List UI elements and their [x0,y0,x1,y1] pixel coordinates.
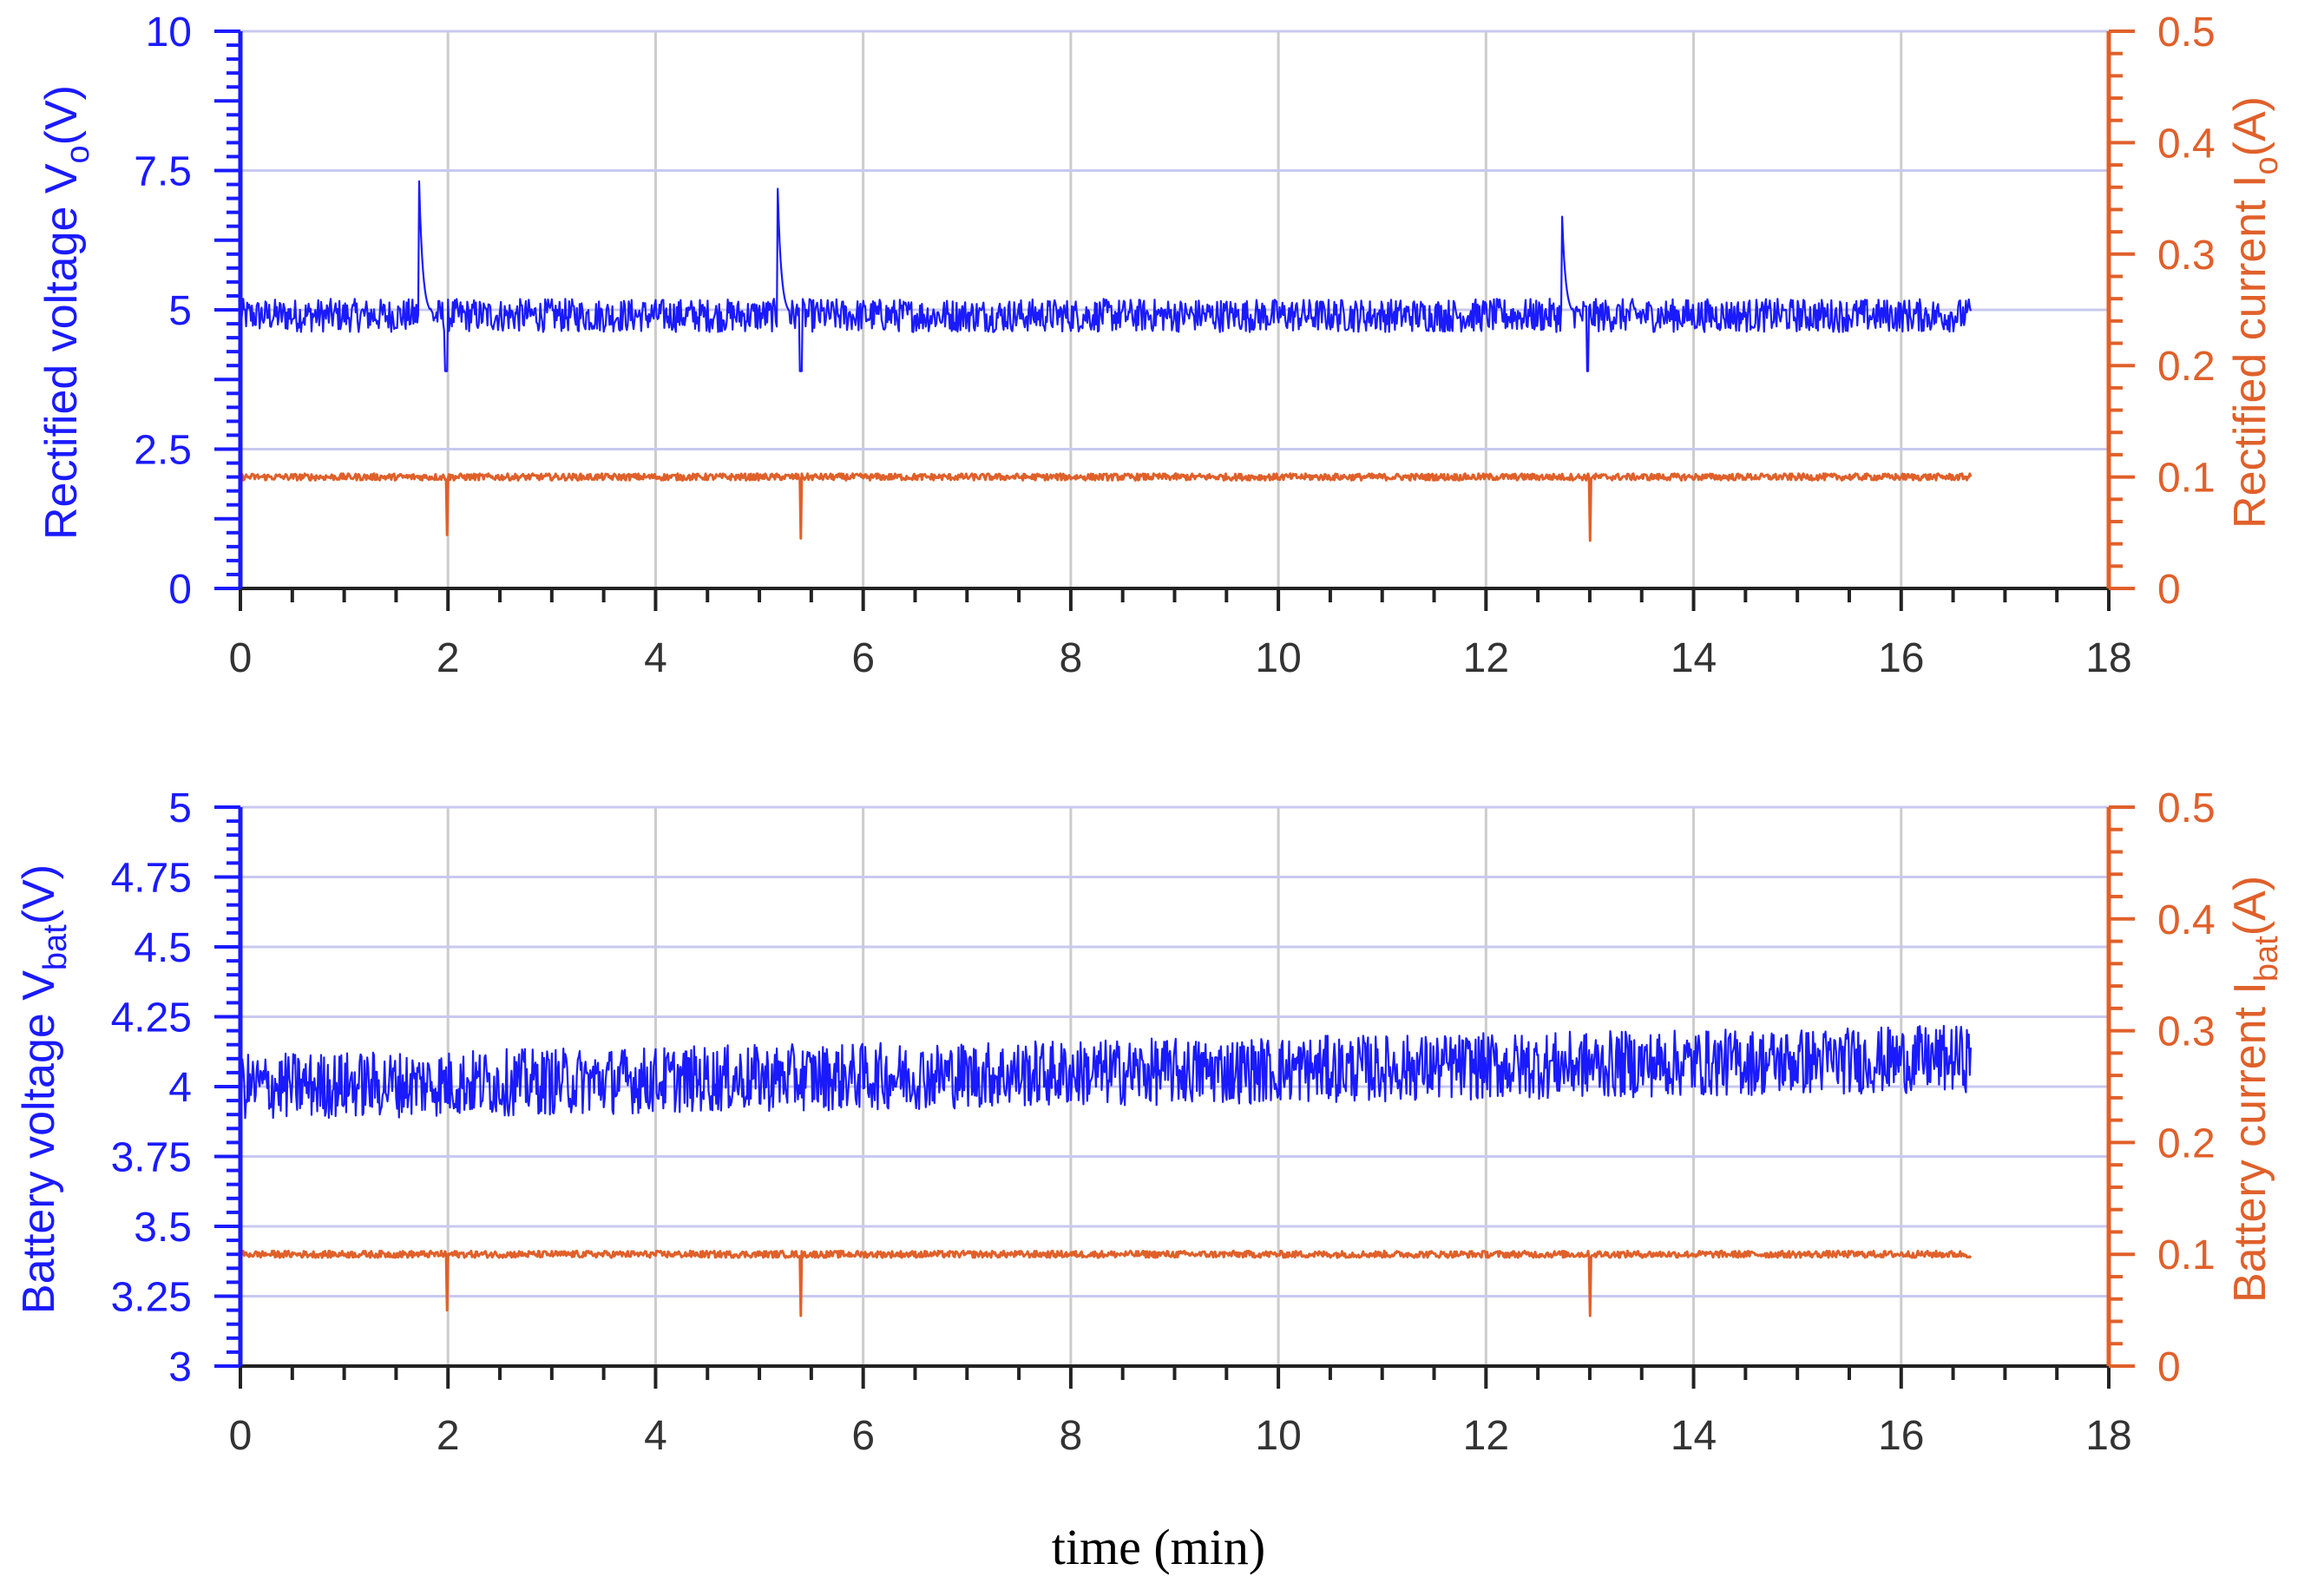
x-tick-label: 12 [1463,635,1509,681]
bottom-panel-y2-tick-labels: 0 0.1 0.2 0.3 0.4 0.5 [2157,785,2216,1390]
x-tick-label: 2 [437,1413,460,1459]
bottom-panel-y2-axis-label: Battery current Ibat(A) [2225,876,2285,1303]
bottom-panel-x-tick-labels: 0 2 4 6 8 10 12 14 16 18 [229,1413,2132,1459]
top-panel-y-label-unit: (V) [36,85,87,145]
bottom-panel-series [239,1024,1973,1317]
x-tick-label: 10 [1255,635,1301,681]
y2-tick-label: 0.2 [2157,344,2216,390]
current-series-line [239,1249,1973,1317]
voltage-series-line [239,180,1972,372]
y2-tick-label: 0.2 [2157,1120,2216,1166]
x-tick-label: 14 [1671,1413,1717,1459]
top-panel-y-axis-label: Rectified voltage Vo(V) [36,85,96,540]
y2-tick-label: 0.3 [2157,233,2216,279]
y2-tick-label: 0.3 [2157,1009,2216,1055]
top-panel-x-tick-labels: 0 2 4 6 8 10 12 14 16 18 [229,635,2132,681]
x-tick-label: 4 [644,1413,667,1459]
bottom-panel-axes [214,805,2135,1389]
bottom-panel-y-label-unit: (V) [14,864,64,924]
top-panel-series [239,180,1973,542]
top-panel-y2-label-sub: o [2249,156,2285,174]
y-tick-label: 4.75 [111,856,192,902]
x-tick-label: 18 [2085,635,2131,681]
top-panel-y-label-sub: o [60,145,96,163]
top-panel-y2-label-main: Rectified current I [2225,174,2275,529]
y2-tick-label: 0.5 [2157,10,2216,56]
y2-tick-label: 0.5 [2157,785,2216,831]
y2-tick-label: 0 [2157,567,2181,613]
bottom-panel-y2-label-unit: (A) [2225,876,2275,936]
y2-tick-label: 0 [2157,1344,2181,1390]
y-tick-label: 3.25 [111,1275,192,1321]
top-panel-y-label-main: Rectified voltage V [36,163,87,540]
bottom-panel-y2-label-sub: bat [2249,936,2285,982]
x-tick-label: 8 [1060,635,1083,681]
x-tick-label: 14 [1671,635,1717,681]
x-tick-label: 18 [2085,1413,2131,1459]
x-tick-label: 6 [851,635,875,681]
bottom-panel: 0 2 4 6 8 10 12 14 16 18 3 3.25 3.5 3.75 4 4.25 4.5 4.75… [14,785,2285,1459]
x-tick-label: 0 [229,635,253,681]
y2-tick-label: 0.1 [2157,456,2216,502]
y-tick-label: 5 [168,288,192,334]
y-tick-label: 7.5 [134,149,192,195]
top-panel-y2-tick-labels: 0 0.1 0.2 0.3 0.4 0.5 [2157,10,2216,613]
top-panel-y-tick-labels: 0 2.5 5 7.5 10 [134,10,192,613]
y-tick-label: 5 [168,785,192,831]
y-tick-label: 2.5 [134,428,192,474]
y2-tick-label: 0.1 [2157,1232,2216,1278]
top-panel-y2-label-unit: (A) [2225,96,2275,156]
y-tick-label: 3 [168,1344,192,1390]
x-tick-label: 0 [229,1413,253,1459]
y-tick-label: 3.75 [111,1135,192,1181]
x-tick-label: 4 [644,635,667,681]
y-tick-label: 4 [168,1065,192,1111]
bottom-panel-y2-label-main: Battery current I [2225,982,2275,1303]
top-panel-axes [214,30,2135,611]
x-tick-label: 12 [1463,1413,1509,1459]
y-tick-label: 10 [146,10,192,56]
y2-tick-label: 0.4 [2157,897,2216,943]
bottom-panel-y-label-sub: bat [37,924,74,970]
bottom-panel-y-label-main: Battery voltage V [14,970,64,1314]
bottom-panel-y-axis-label: Battery voltage Vbat(V) [14,864,74,1314]
y-tick-label: 3.5 [134,1205,192,1251]
y2-tick-label: 0.4 [2157,121,2216,167]
x-tick-label: 16 [1878,635,1924,681]
y-tick-label: 4.5 [134,925,192,971]
x-axis-label: time (min) [1052,1519,1265,1575]
bottom-panel-y-tick-labels: 3 3.25 3.5 3.75 4 4.25 4.5 4.75 5 [111,785,192,1390]
x-tick-label: 8 [1060,1413,1083,1459]
top-panel-y2-axis-label: Rectified current Io(A) [2225,96,2285,529]
x-tick-label: 16 [1878,1413,1924,1459]
x-tick-label: 10 [1255,1413,1301,1459]
x-tick-label: 2 [437,635,460,681]
voltage-series-line [239,1024,1972,1120]
current-series-line [239,472,1973,542]
y-tick-label: 4.25 [111,995,192,1041]
top-panel: 0 2 4 6 8 10 12 14 16 18 0 2.5 5 7.5 10 0 0.1 0.2 0.3 0.4… [36,10,2285,681]
y-tick-label: 0 [168,567,192,613]
x-tick-label: 6 [851,1413,875,1459]
